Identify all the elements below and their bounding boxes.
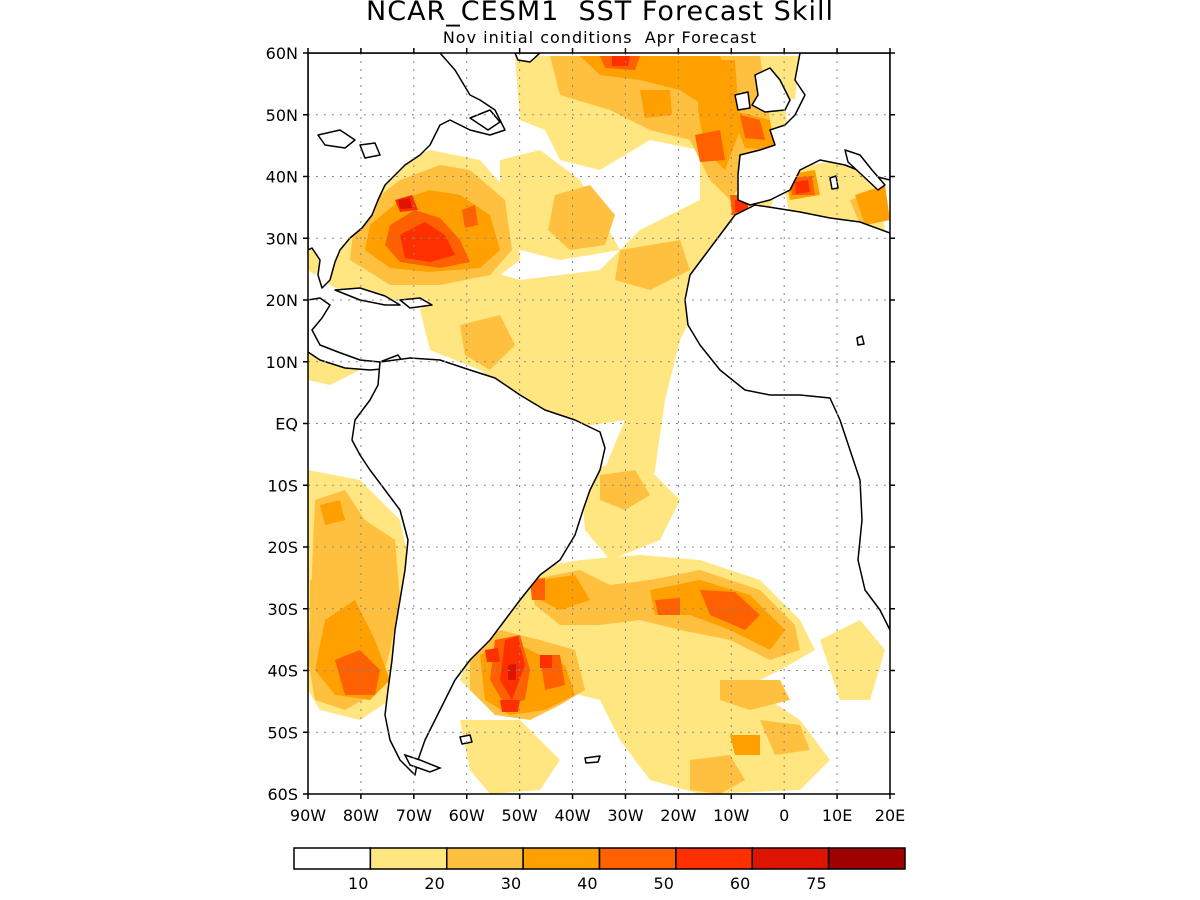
colorbar-label: 60 <box>730 874 750 893</box>
lon-tick-label: 10W <box>713 806 749 825</box>
great-lakes <box>317 129 381 159</box>
colorbar-label: 10 <box>348 874 368 893</box>
lat-tick-label: 30N <box>266 229 298 248</box>
tierra-del-fuego <box>403 753 443 773</box>
map-title: NCAR_CESM1 SST Forecast Skill <box>366 0 834 27</box>
colorbar-swatch <box>522 847 601 870</box>
mediterranean-islands <box>829 175 839 190</box>
coastlines <box>308 53 890 776</box>
colorbar-label: 20 <box>424 874 444 893</box>
lon-tick-label: 20E <box>875 806 905 825</box>
lat-tick-label: 10N <box>266 353 298 372</box>
map-subtitle: Nov initial conditions Apr Forecast <box>442 28 758 47</box>
caribbean-islands <box>334 287 433 309</box>
colorbar-label: 75 <box>806 874 826 893</box>
lat-tick-label: 60S <box>267 785 298 804</box>
colorbar-label: 50 <box>654 874 674 893</box>
colorbar-swatch <box>293 847 372 870</box>
gridlines <box>308 53 890 794</box>
longitude-axis: 90W 80W 70W 60W 50W 40W 30W 20W 10W 0 10E 20E <box>290 48 905 825</box>
lon-tick-label: 80W <box>343 806 379 825</box>
africa-land <box>684 204 890 631</box>
lon-tick-label: 60W <box>449 806 485 825</box>
south-america-land <box>351 357 606 776</box>
colorbar-label: 40 <box>577 874 597 893</box>
lon-tick-label: 30W <box>607 806 643 825</box>
lon-tick-label: 90W <box>290 806 326 825</box>
lat-tick-label: 30S <box>267 600 298 619</box>
falkland-islands <box>459 734 473 745</box>
skill-shading <box>308 56 890 794</box>
colorbar-swatch <box>369 847 448 870</box>
lon-tick-label: 20W <box>660 806 696 825</box>
colorbar-swatch <box>446 847 524 870</box>
greenland-land <box>514 53 541 63</box>
colorbar: 10 20 30 40 50 60 75 <box>293 847 906 893</box>
lat-tick-label: EQ <box>275 415 298 434</box>
europe-land <box>737 53 890 206</box>
central-america-land <box>308 297 406 371</box>
lon-tick-label: 0 <box>779 806 789 825</box>
lat-tick-label: 60N <box>266 44 298 63</box>
skill-60-75-region <box>398 198 516 680</box>
lat-tick-label: 40N <box>266 168 298 187</box>
colorbar-label: 30 <box>501 874 521 893</box>
lon-tick-label: 50W <box>502 806 538 825</box>
lon-tick-label: 70W <box>396 806 432 825</box>
lon-tick-label: 40W <box>554 806 590 825</box>
lat-tick-label: 20S <box>267 538 298 557</box>
lat-tick-label: 50N <box>266 106 298 125</box>
colorbar-swatch <box>598 847 677 870</box>
latitude-axis: 60N 50N 40N 30N 20N 10N EQ 10S 20S 30S 40S 50S 60S <box>266 44 895 804</box>
lat-tick-label: 10S <box>267 476 298 495</box>
lon-tick-label: 10E <box>822 806 852 825</box>
colorbar-swatch <box>675 847 753 870</box>
south-georgia <box>584 755 601 764</box>
cape-verde-islands <box>856 335 865 346</box>
colorbar-swatch <box>827 847 906 870</box>
lat-tick-label: 20N <box>266 291 298 310</box>
north-america-land <box>308 53 506 289</box>
lat-tick-label: 50S <box>267 723 298 742</box>
colorbar-swatch <box>751 847 830 870</box>
british-isles-land <box>734 67 791 113</box>
lat-tick-label: 40S <box>267 662 298 681</box>
italy-land <box>844 149 886 191</box>
